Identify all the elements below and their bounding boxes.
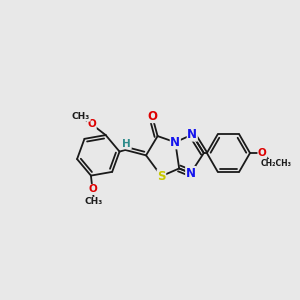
Text: O: O bbox=[88, 184, 97, 194]
Text: N: N bbox=[170, 136, 180, 149]
Text: O: O bbox=[87, 119, 96, 129]
Text: S: S bbox=[157, 169, 166, 183]
Text: O: O bbox=[147, 110, 157, 123]
Text: N: N bbox=[186, 167, 196, 180]
Text: CH₃: CH₃ bbox=[72, 112, 90, 121]
Text: CH₂CH₃: CH₂CH₃ bbox=[261, 159, 292, 168]
Text: N: N bbox=[187, 128, 197, 141]
Text: H: H bbox=[122, 139, 131, 149]
Text: CH₃: CH₃ bbox=[85, 197, 103, 206]
Text: O: O bbox=[258, 148, 267, 158]
